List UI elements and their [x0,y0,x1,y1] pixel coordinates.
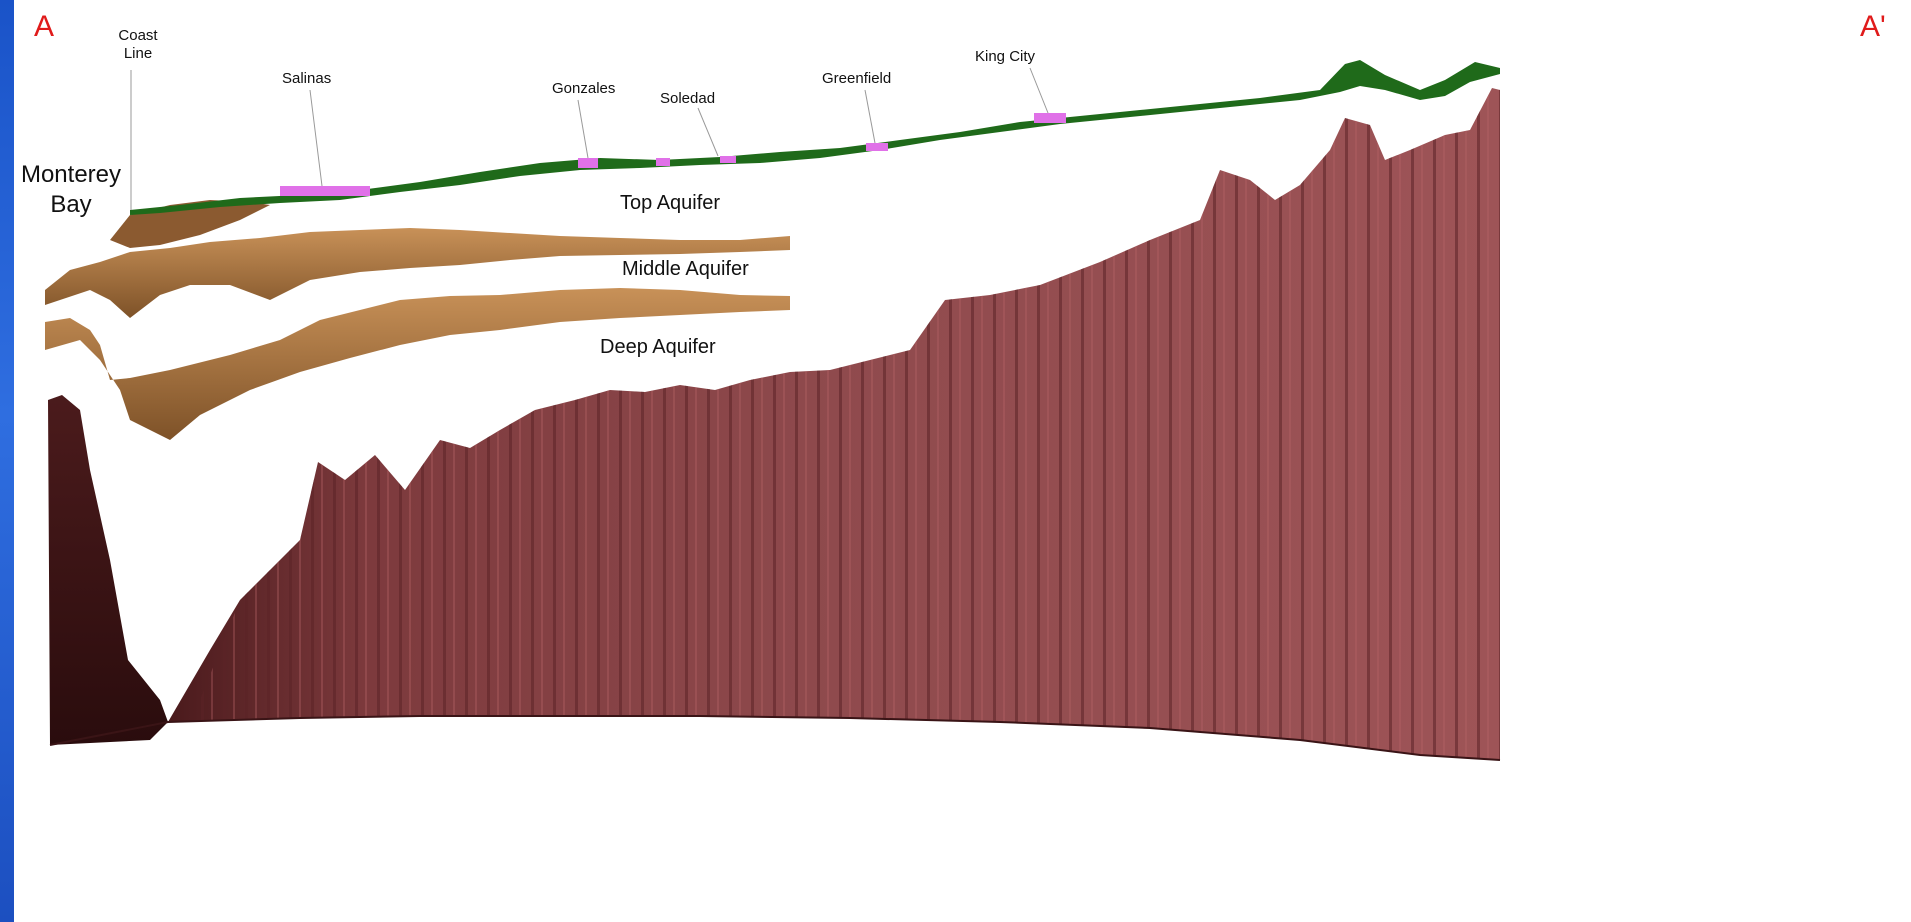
town-greenfield [866,143,888,151]
soledad-label: Soledad [660,90,716,107]
town-salinas [280,186,370,196]
middle-aquifer-layer [45,228,790,318]
leader-soledad [697,107,719,157]
coast-line-label: Coast Line [118,27,158,62]
leader-greenfield [864,89,876,144]
deep-aquifer-label: Deep Aquifer [600,336,716,358]
king-city-label: King City [975,48,1036,65]
salinas-label: Salinas [282,70,332,87]
top-aquifer-label: Top Aquifer [620,192,721,214]
leader-king-city [1029,67,1049,114]
bedrock-striation [200,88,1500,760]
greenfield-label: Greenfield [822,70,892,87]
town-soledad-a [656,158,670,166]
town-king-city [1034,113,1066,123]
section-start-marker: A [34,10,55,43]
gonzales-label: Gonzales [552,80,616,97]
section-base [49,715,1501,761]
section-end-marker: A' [1860,10,1886,43]
leader-gonzales [577,99,589,159]
slide-edge-bar [0,0,14,922]
town-soledad-b [720,156,736,163]
deep-aquifer-layer [45,288,790,440]
leader-salinas [309,89,323,187]
middle-aquifer-label: Middle Aquifer [622,258,749,280]
town-gonzales [578,158,598,168]
monterey-bay-label: Monterey Bay [20,161,122,218]
land-surface [130,60,1500,215]
basin-wedge [48,395,168,745]
